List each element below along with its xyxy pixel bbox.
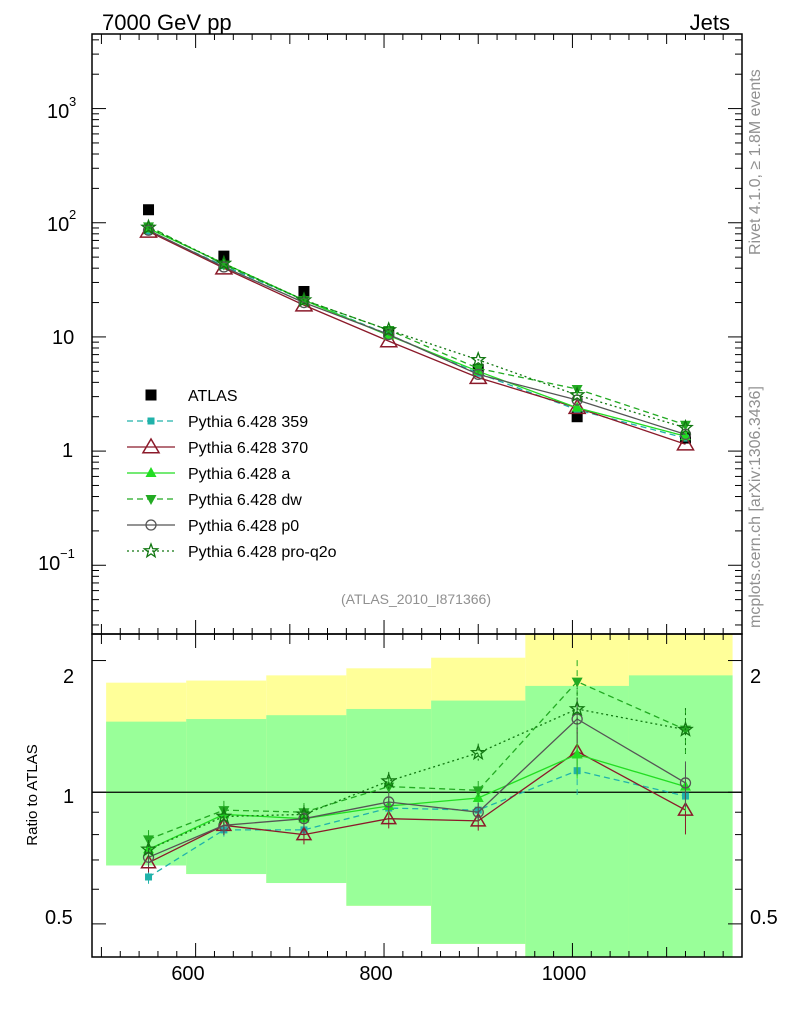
data-point-spro [380,321,398,338]
svg-text:10: 10 [47,101,69,123]
ratio-point-sp0 [218,819,230,831]
main-y-tick-label-0.1: 10 −1 [38,546,75,575]
data-point-sdw [679,420,691,431]
data-point-spro [469,350,487,367]
data-point-atlas [571,411,583,423]
ratio-point-spro [295,805,313,822]
series-spro [140,218,694,435]
data-point-atlas [143,204,155,216]
ratio-point-sdw [679,725,691,736]
data-point-spro [215,254,233,271]
x-tick-label-1000: 1000 [542,963,587,985]
band-green-1 [186,719,267,875]
x-tick-label-800: 800 [359,963,392,985]
data-point-sp0 [218,261,230,273]
ratio-point-sp0 [383,796,395,808]
rivet-version-label: Rivet 4.1.0, ≥ 1.8M events [747,69,764,255]
ratio-point-spro [677,720,694,737]
svg-text:10: 10 [47,214,69,236]
legend-label-pro-q2o: Pythia 6.428 pro-q2o [188,544,337,561]
ratio-point-spro [380,772,398,789]
legend-marker-s359 [147,417,155,425]
header-process-label: Jets [690,10,730,35]
data-point-spro [140,218,157,235]
data-point-sdw [571,384,583,395]
band-green-6 [628,675,733,957]
svg-text:2: 2 [69,207,76,222]
ratio-point-s359 [145,873,153,881]
data-point-s370 [379,331,399,348]
ratio-point-spro [568,700,586,717]
ratio-point-s370 [295,826,313,841]
data-point-sp0 [298,296,310,309]
ratio-point-s370 [677,801,694,816]
series-atlas [143,204,691,444]
svg-text:−1: −1 [60,546,75,561]
data-point-spro [568,386,586,403]
ratio-series-spro [140,687,694,860]
data-point-s370 [676,434,695,451]
legend-label-370: Pythia 6.428 370 [188,440,308,457]
ratio-y-tick-label-0.5: 0.5 [45,907,73,929]
legend-label-a: Pythia 6.428 a [188,466,290,483]
ratio-bands [106,634,733,957]
main-y-tick-label-1000: 10 3 [47,94,76,123]
legend-marker-sp0 [145,519,157,531]
data-point-sdw [383,325,395,336]
legend-label-p0: Pythia 6.428 p0 [188,518,299,535]
ratio-point-spro [140,840,157,857]
analysis-id-label: (ATLAS_2010_I871366) [341,591,491,607]
legend-marker-spro [142,542,160,559]
legend-symbols [127,389,175,559]
ratio-point-s370 [380,810,398,825]
ratio-series [140,660,694,887]
ratio-point-spro [215,807,233,824]
ratio-point-spro [469,744,487,761]
data-point-sa [679,430,691,441]
data-point-sa [571,401,583,412]
legend-marker-s370 [141,437,161,454]
ratio-ylabel: Ratio to ATLAS [24,744,41,845]
ratio-frame [91,633,743,958]
legend-label-359: Pythia 6.428 359 [188,414,308,431]
band-green-0 [106,721,187,866]
legend: ATLAS Pythia 6.428 359 Pythia 6.428 370 … [188,388,337,561]
ratio-point-sdw [571,677,583,688]
main-series [139,204,695,451]
ratio-y-tick-label-1: 1 [63,786,74,808]
header-energy-label: 7000 GeV pp [102,10,232,35]
legend-marker-sa [145,467,157,477]
main-y-tick-label-100: 10 2 [47,207,76,236]
source-label: mcplots.cern.ch [arXiv:1306.3436] [747,386,764,628]
ratio-point-sp0 [472,806,484,818]
legend-marker-atlas [145,389,157,401]
ratio-point-sp0 [679,777,692,789]
data-point-spro [295,291,313,308]
ratio-y-tick-label-2-right: 2 [750,666,761,688]
legend-marker-sdw [145,495,157,505]
ratio-point-sp0 [298,813,310,825]
band-green-2 [266,715,347,884]
main-y-tick-label-1: 1 [62,440,73,462]
svg-text:3: 3 [69,94,76,109]
series-line-spro [148,226,686,429]
legend-label-atlas: ATLAS [188,388,238,405]
ratio-point-s370 [469,812,487,827]
svg-text:10: 10 [38,553,60,575]
x-tick-label-600: 600 [171,963,204,985]
data-point-sp0 [472,368,484,381]
ratio-point-sa [571,748,583,759]
legend-label-dw: Pythia 6.428 dw [188,492,302,509]
ratio-point-sdw [472,786,484,797]
main-y-tick-label-10: 10 [52,327,74,349]
ratio-y-tick-label-0.5-right: 0.5 [750,907,778,929]
x-ticks [100,34,743,957]
ratio-y-tick-label-2: 2 [63,666,74,688]
main-y-ticks [92,39,742,626]
data-point-spro [677,418,694,435]
